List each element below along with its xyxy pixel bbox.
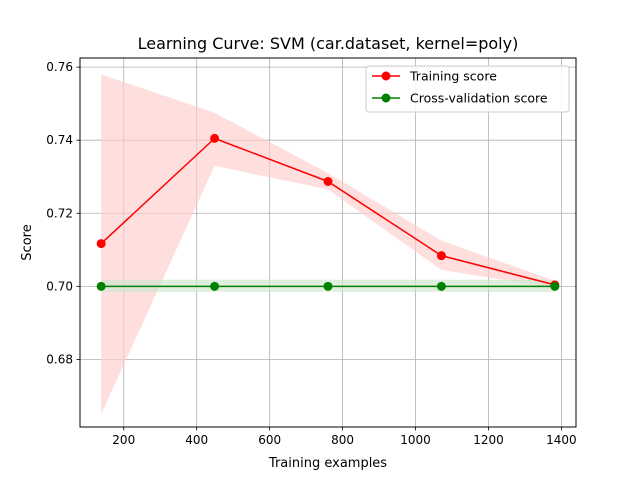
legend-label-training: Training score xyxy=(409,69,497,84)
training-score-point xyxy=(436,251,446,261)
x-tick-label: 1000 xyxy=(400,433,431,447)
plot-frame xyxy=(79,57,577,428)
y-tick-label: 0.70 xyxy=(46,279,73,293)
cross-validation-score-point xyxy=(550,281,560,291)
series-lines xyxy=(96,133,560,291)
legend-marker-cross-validation xyxy=(381,93,391,103)
cross-validation-score-point xyxy=(96,281,106,291)
legend-box xyxy=(365,65,570,113)
training-score-point xyxy=(210,133,220,143)
x-tick-label: 400 xyxy=(185,433,208,447)
cross-validation-score-point xyxy=(210,281,220,291)
cross-validation-score-point xyxy=(436,281,446,291)
legend: Training score Cross-validation score xyxy=(365,65,570,113)
legend-marker-training xyxy=(381,71,391,81)
legend-label-cross-validation: Cross-validation score xyxy=(410,91,548,106)
x-tick-label: 1400 xyxy=(546,433,577,447)
chart-title: Learning Curve: SVM (car.dataset, kernel… xyxy=(138,34,519,53)
x-tick-label: 200 xyxy=(112,433,135,447)
y-tick-label: 0.68 xyxy=(46,352,73,366)
axis-ticks: 200 400 600 800 1000 1200 1400 0.68 0.70 0.72 0.74… xyxy=(46,60,576,447)
cross-validation-score-point xyxy=(323,281,333,291)
training-score-band xyxy=(101,74,555,415)
training-score-point xyxy=(323,176,333,186)
y-tick-label: 0.72 xyxy=(46,206,73,220)
x-tick-label: 800 xyxy=(331,433,354,447)
y-tick-label: 0.76 xyxy=(46,60,73,74)
training-score-point xyxy=(96,239,106,249)
x-axis-label: Training examples xyxy=(268,456,387,471)
x-tick-label: 600 xyxy=(258,433,281,447)
x-tick-label: 1200 xyxy=(473,433,504,447)
y-tick-label: 0.74 xyxy=(46,133,73,147)
y-axis-label: Score xyxy=(20,224,35,260)
